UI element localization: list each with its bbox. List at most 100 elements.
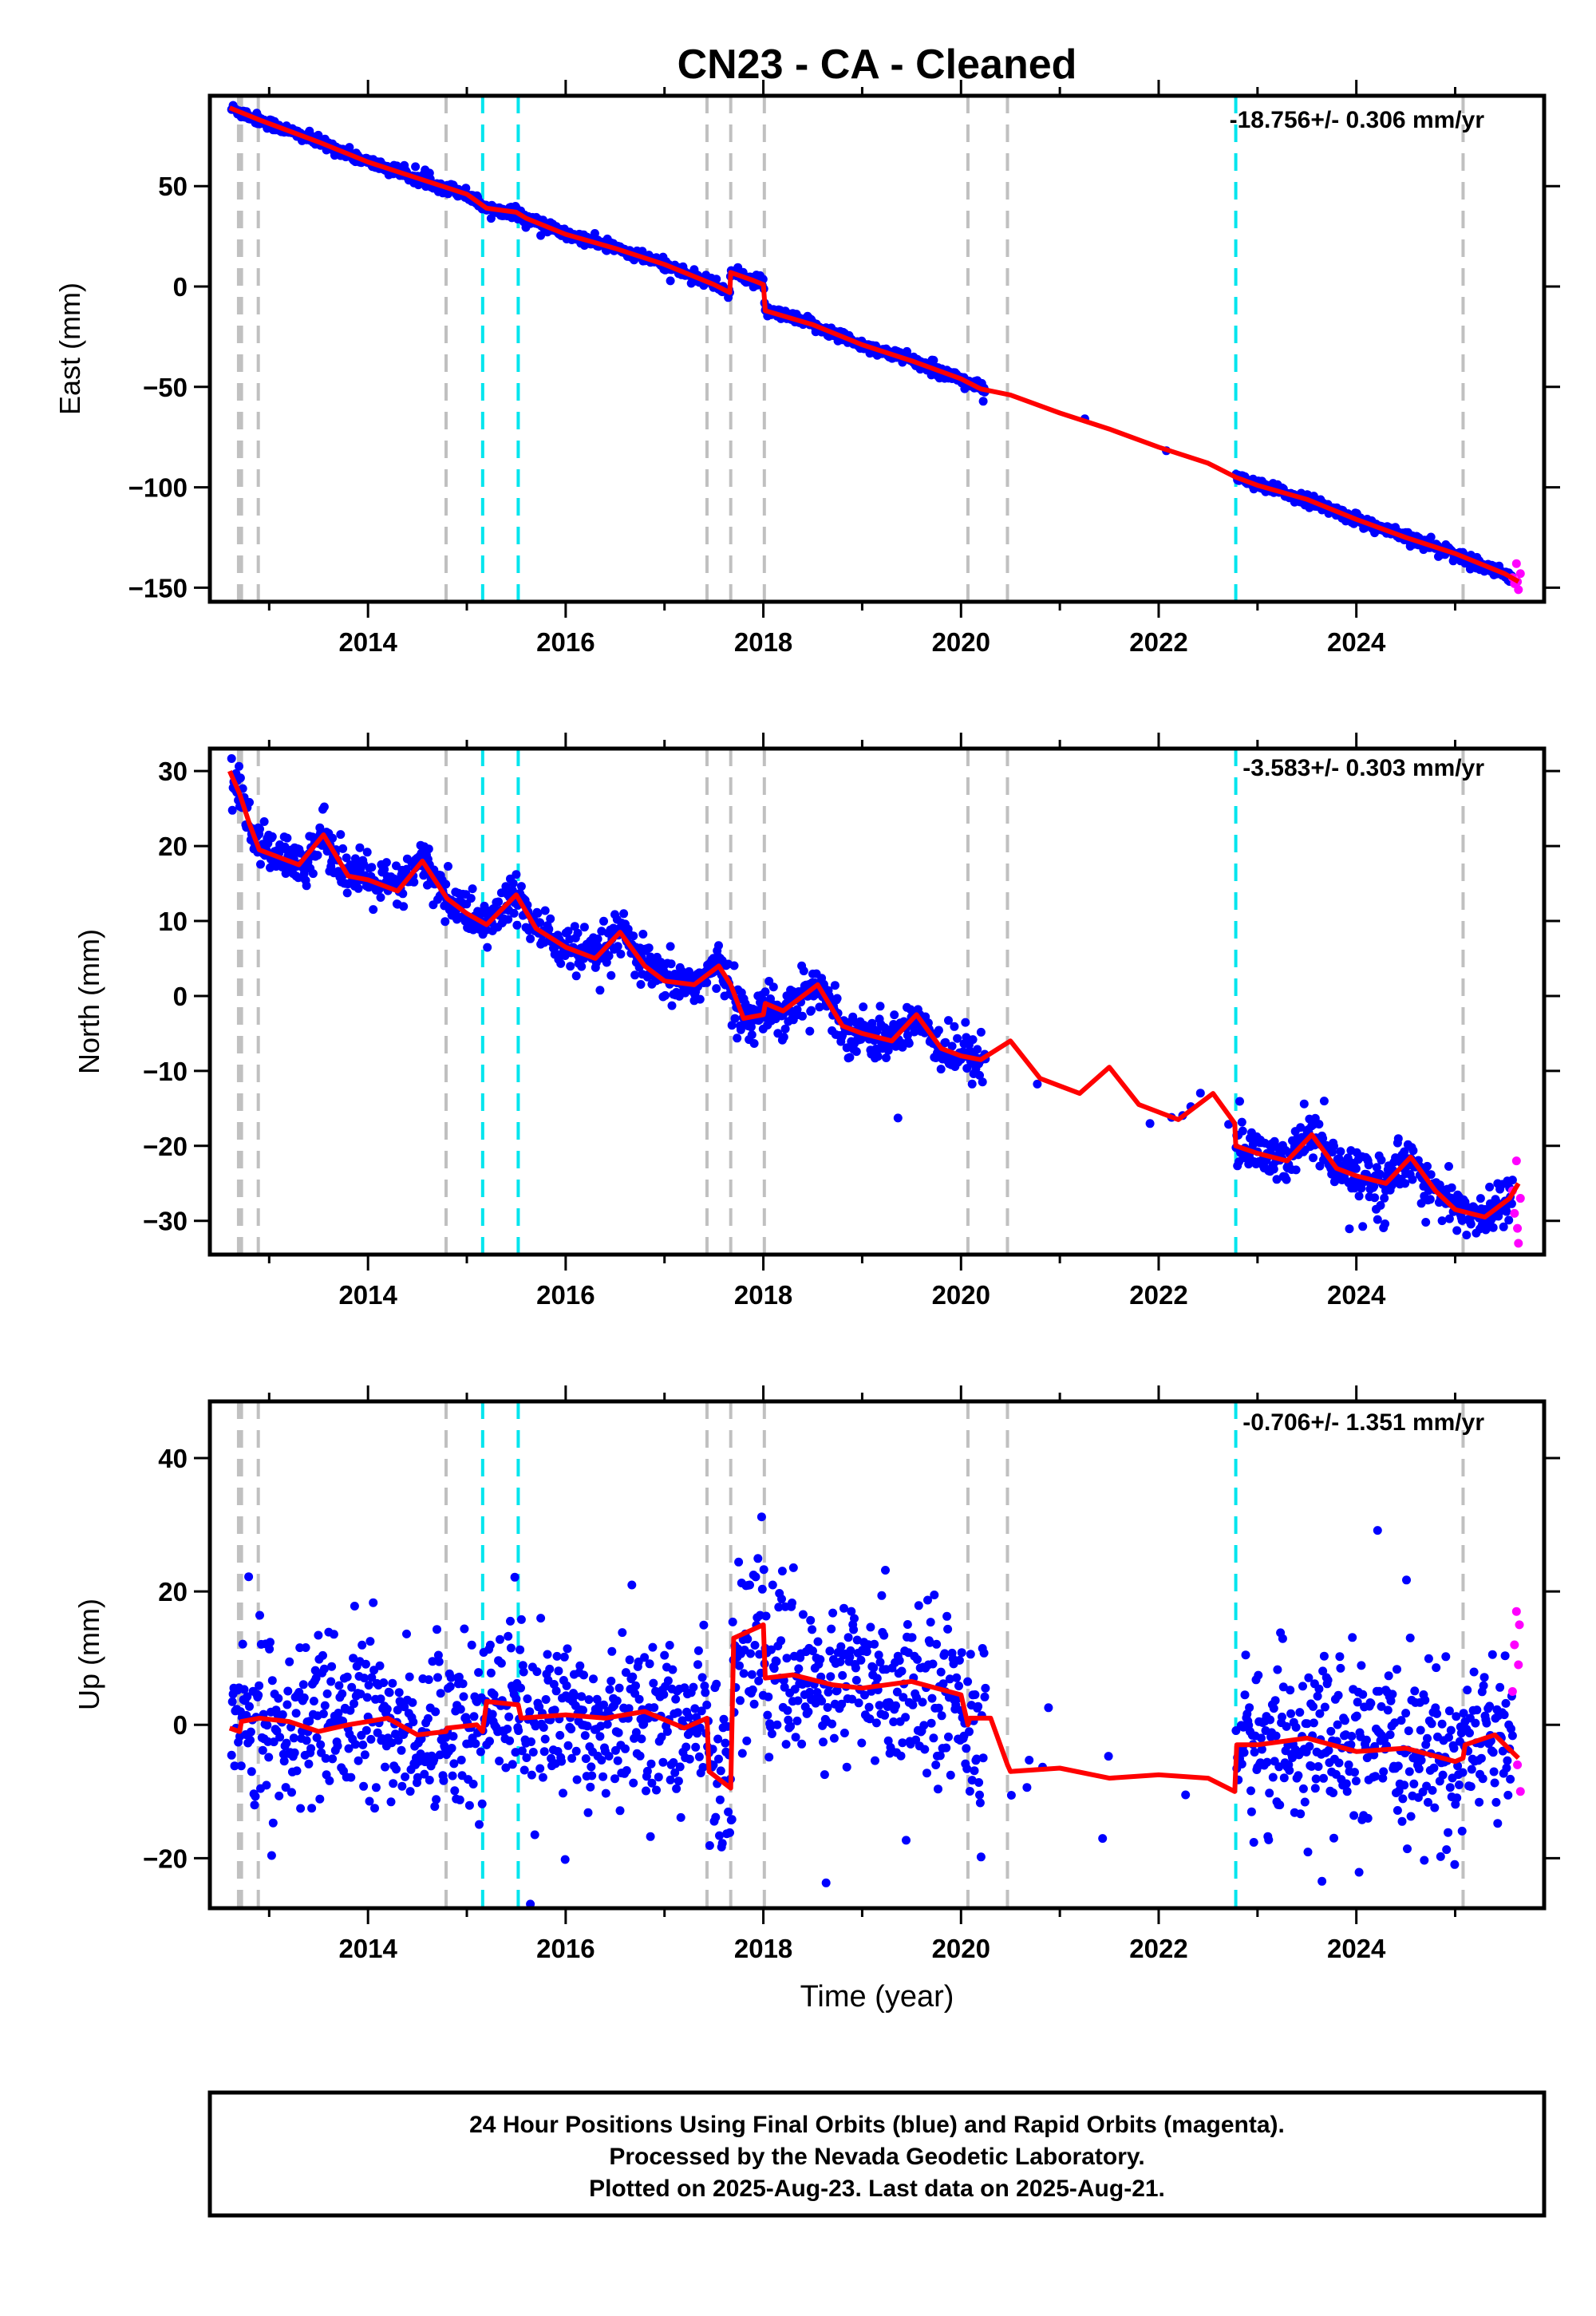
up-data-point xyxy=(1414,1764,1424,1773)
up-data-point xyxy=(628,1672,638,1682)
up-data-point xyxy=(495,1757,504,1766)
up-data-point xyxy=(539,1747,549,1757)
north-data-point xyxy=(354,883,363,893)
up-data-point xyxy=(1326,1726,1336,1736)
up-data-point xyxy=(836,1657,845,1666)
north-data-point xyxy=(1296,1123,1306,1132)
north-data-point xyxy=(760,987,770,997)
up-data-point xyxy=(485,1640,495,1650)
up-data-point xyxy=(645,1659,654,1669)
north-data-point xyxy=(1354,1192,1364,1201)
north-data-point xyxy=(1351,1164,1361,1173)
north-data-point xyxy=(1408,1175,1417,1184)
up-data-point xyxy=(245,1701,254,1711)
up-data-point xyxy=(662,1727,672,1737)
east-data-point xyxy=(1426,532,1436,542)
up-data-point xyxy=(1379,1767,1389,1777)
up-data-point xyxy=(1445,1783,1455,1792)
north-data-point xyxy=(579,923,589,932)
up-data-point xyxy=(847,1694,857,1704)
up-data-point xyxy=(464,1800,474,1810)
up-data-point xyxy=(1295,1708,1305,1717)
up-data-point xyxy=(468,1780,478,1788)
north-data-point xyxy=(540,906,550,915)
up-data-point xyxy=(734,1557,744,1567)
up-data-point xyxy=(1298,1784,1308,1793)
up-x-tick-label: 2016 xyxy=(536,1934,595,1963)
up-data-point xyxy=(290,1748,299,1757)
up-data-point xyxy=(691,1742,701,1752)
up-data-point xyxy=(360,1750,369,1760)
up-data-point xyxy=(936,1667,946,1677)
up-data-point xyxy=(446,1673,456,1682)
north-data-point xyxy=(779,1033,788,1041)
up-data-point xyxy=(767,1645,776,1654)
north-y-tick-label: 20 xyxy=(158,832,188,861)
up-data-point xyxy=(1489,1767,1499,1777)
up-data-point xyxy=(433,1650,443,1660)
north-data-point xyxy=(597,927,606,936)
up-data-point xyxy=(543,1650,552,1659)
up-data-point xyxy=(301,1643,310,1652)
up-data-point xyxy=(267,1676,277,1686)
north-data-point xyxy=(512,920,522,930)
up-data-point xyxy=(869,1663,879,1673)
up-data-point xyxy=(536,1614,546,1623)
north-data-point xyxy=(975,1070,984,1080)
chart-title: CN23 - CA - Cleaned xyxy=(678,41,1077,88)
north-data-point xyxy=(1507,1199,1516,1208)
east-rate-label: -18.756+/- 0.306 mm/yr xyxy=(1230,107,1485,133)
up-data-point xyxy=(903,1620,912,1629)
up-data-point xyxy=(934,1703,943,1713)
up-data-point xyxy=(870,1639,879,1649)
up-data-point xyxy=(879,1630,889,1640)
north-data-point xyxy=(336,830,346,840)
up-data-point xyxy=(642,1786,650,1796)
up-data-point xyxy=(836,1642,846,1651)
footer-line-3: Plotted on 2025-Aug-23. Last data on 202… xyxy=(589,2176,1165,2202)
north-data-point xyxy=(563,927,573,936)
north-data-point xyxy=(342,888,352,898)
up-data-point xyxy=(488,1709,497,1719)
up-data-point xyxy=(954,1655,964,1665)
north-data-point xyxy=(1400,1147,1409,1156)
up-data-point xyxy=(737,1749,747,1758)
north-data-point xyxy=(255,824,264,834)
north-data-point xyxy=(1377,1156,1386,1165)
up-data-point xyxy=(359,1781,369,1791)
up-data-point xyxy=(1436,1852,1445,1861)
up-data-point xyxy=(1487,1650,1497,1659)
up-data-point xyxy=(299,1693,309,1702)
up-data-point xyxy=(434,1657,444,1666)
up-data-point xyxy=(952,1673,962,1682)
up-data-point xyxy=(1237,1759,1246,1769)
up-data-point xyxy=(847,1607,856,1616)
up-data-point xyxy=(631,1681,640,1690)
up-data-point xyxy=(1420,1695,1430,1705)
up-data-point xyxy=(551,1686,561,1696)
north-y-tick-label: −10 xyxy=(143,1057,188,1086)
north-data-point xyxy=(636,980,646,989)
north-data-point xyxy=(508,886,517,895)
up-data-point xyxy=(618,1628,627,1638)
up-data-point xyxy=(1353,1697,1362,1707)
up-data-point xyxy=(946,1770,955,1780)
up-data-point xyxy=(981,1683,990,1693)
north-data-point xyxy=(338,844,348,853)
north-data-point xyxy=(1235,1097,1244,1106)
north-data-point xyxy=(1423,1161,1432,1171)
up-data-point xyxy=(1278,1634,1287,1643)
up-data-point xyxy=(597,1756,606,1765)
up-data-point xyxy=(362,1693,372,1702)
up-data-point xyxy=(1329,1833,1338,1843)
up-data-point xyxy=(1420,1856,1429,1865)
up-data-point xyxy=(1286,1686,1295,1695)
up-data-point xyxy=(860,1690,869,1700)
up-data-point xyxy=(864,1702,874,1712)
north-x-ticks: 2014 2016 2018 2020 2022 2024 xyxy=(267,733,1457,1310)
up-data-point xyxy=(1384,1671,1393,1681)
north-plot-frame xyxy=(207,746,1547,1257)
up-data-point xyxy=(364,1681,373,1690)
up-data-point xyxy=(244,1572,254,1582)
